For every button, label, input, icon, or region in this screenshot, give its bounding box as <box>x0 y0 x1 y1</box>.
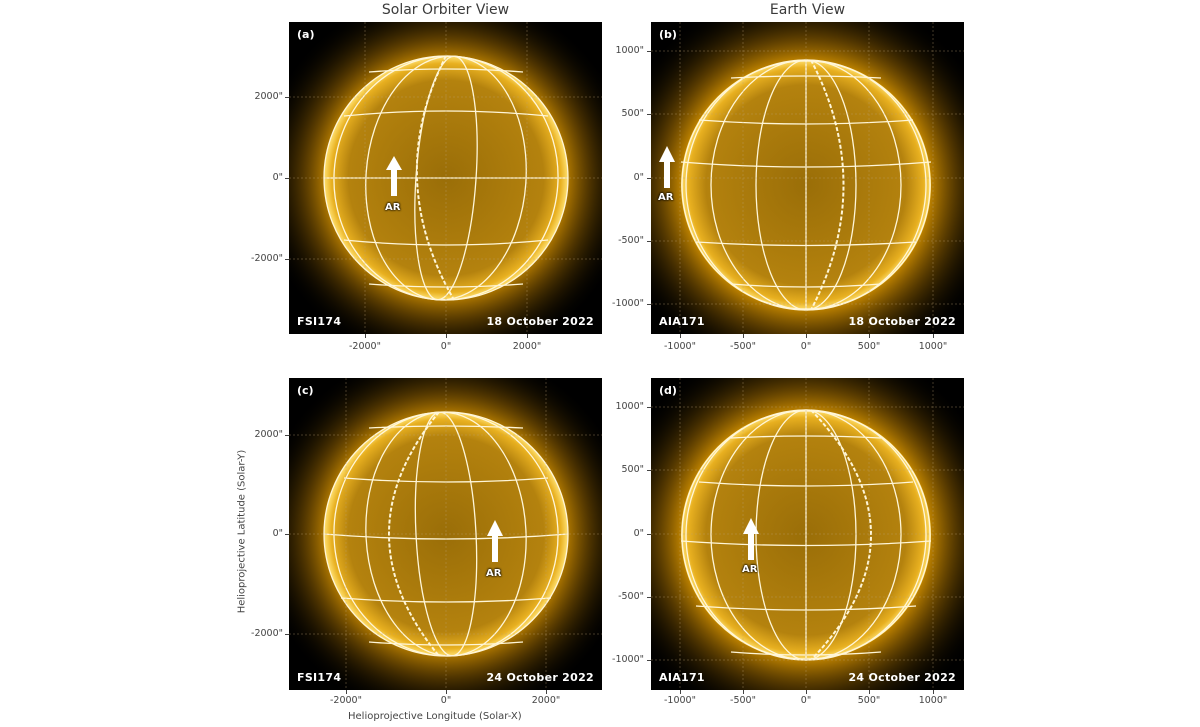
x-tick: 2000" <box>531 695 561 706</box>
y-tick: -2000" <box>251 253 283 264</box>
x-tick: -2000" <box>330 695 362 706</box>
panel-label: (d) <box>659 384 677 397</box>
ar-arrow-icon <box>743 518 759 560</box>
instrument-label: AIA171 <box>659 315 705 328</box>
y-tick: 0" <box>633 528 644 539</box>
date-label: 24 October 2022 <box>486 671 594 684</box>
x-tick: 0" <box>800 341 812 352</box>
sun-disk-c <box>289 378 602 690</box>
instrument-label: FSI174 <box>297 315 342 328</box>
y-tick: 0" <box>272 528 283 539</box>
x-tick: -2000" <box>349 341 381 352</box>
x-tick: -500" <box>730 695 756 706</box>
x-tick: 0" <box>440 695 452 706</box>
ar-arrow-icon <box>386 156 402 196</box>
panel-label: (a) <box>297 28 315 41</box>
ar-marker-label: AR <box>658 192 674 203</box>
instrument-label: FSI174 <box>297 671 342 684</box>
column-title-solar-orbiter: Solar Orbiter View <box>381 2 510 18</box>
panel-d-image: (d) AR AIA171 24 October 2022 <box>651 378 964 690</box>
y-tick: -500" <box>618 235 644 246</box>
panel-label: (c) <box>297 384 314 397</box>
y-tick: -1000" <box>612 654 644 665</box>
x-tick: -1000" <box>664 695 696 706</box>
y-tick: 500" <box>621 464 644 475</box>
ar-arrow-icon <box>659 146 675 188</box>
y-tick: -1000" <box>612 298 644 309</box>
x-tick: -500" <box>730 341 756 352</box>
y-tick: 500" <box>621 108 644 119</box>
sun-disk-b <box>651 22 964 334</box>
x-tick: -1000" <box>664 341 696 352</box>
x-tick: 0" <box>440 341 452 352</box>
ar-marker-label: AR <box>385 202 401 213</box>
y-tick: -500" <box>618 591 644 602</box>
x-tick: 1000" <box>918 695 948 706</box>
panel-label: (b) <box>659 28 677 41</box>
date-label: 18 October 2022 <box>848 315 956 328</box>
x-tick: 0" <box>800 695 812 706</box>
date-label: 18 October 2022 <box>486 315 594 328</box>
y-tick: 2000" <box>254 429 283 440</box>
x-tick: 1000" <box>918 341 948 352</box>
column-title-earth: Earth View <box>769 2 846 18</box>
y-tick: -2000" <box>251 628 283 639</box>
sun-disk-d <box>651 378 964 690</box>
y-tick: 2000" <box>254 91 283 102</box>
sun-disk-a <box>289 22 602 334</box>
x-tick: 2000" <box>512 341 542 352</box>
y-tick: 0" <box>633 172 644 183</box>
ar-marker-label: AR <box>486 568 502 579</box>
date-label: 24 October 2022 <box>848 671 956 684</box>
panel-c-image: (c) AR FSI174 24 October 2022 <box>289 378 602 690</box>
ar-arrow-icon <box>487 520 503 562</box>
panel-b-image: (b) AR AIA171 18 October 2022 <box>651 22 964 334</box>
y-axis-label: Helioprojective Latitude (Solar-Y) <box>236 449 248 614</box>
x-tick: 500" <box>857 341 881 352</box>
x-tick: 500" <box>857 695 881 706</box>
ar-marker-label: AR <box>742 564 758 575</box>
instrument-label: AIA171 <box>659 671 705 684</box>
x-axis-label: Helioprojective Longitude (Solar-X) <box>348 711 522 722</box>
panel-a-image: (a) AR FSI174 18 October 2022 <box>289 22 602 334</box>
y-tick: 0" <box>272 172 283 183</box>
y-tick: 1000" <box>615 45 644 56</box>
y-tick: 1000" <box>615 401 644 412</box>
